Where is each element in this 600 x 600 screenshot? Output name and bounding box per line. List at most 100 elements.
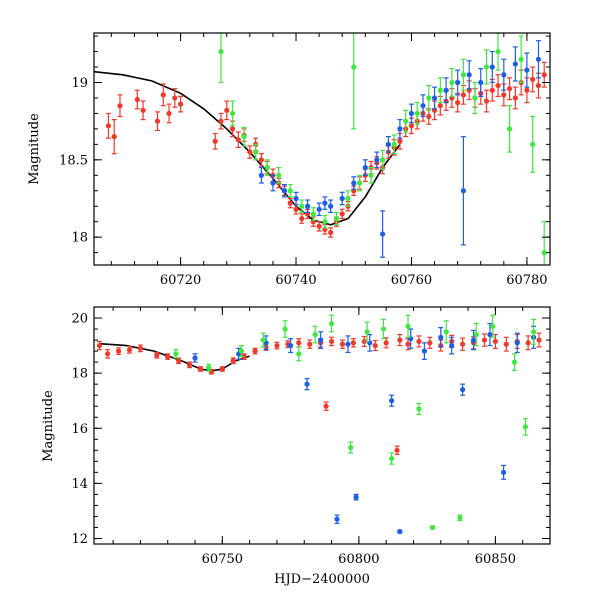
bottom-point <box>287 338 294 354</box>
top-point <box>299 199 305 214</box>
bottom-point <box>115 347 122 355</box>
top-point <box>345 190 351 207</box>
top-x-tick-label: 60760 <box>391 273 432 288</box>
top-marker <box>489 87 495 93</box>
top-point <box>154 111 161 132</box>
top-point <box>117 94 123 118</box>
bottom-point <box>457 514 463 522</box>
bottom-point <box>416 402 422 416</box>
top-marker <box>501 72 507 78</box>
top-point <box>140 100 146 121</box>
top-marker <box>489 64 495 70</box>
top-point <box>247 145 253 159</box>
bottom-marker <box>154 352 160 358</box>
top-point <box>518 35 524 84</box>
bottom-y-tick-label: 18 <box>71 367 88 382</box>
bottom-point <box>421 342 427 360</box>
bottom-point <box>514 332 520 354</box>
top-marker <box>524 67 530 73</box>
top-point <box>449 67 455 98</box>
top-point <box>524 52 530 88</box>
bottom-marker <box>115 348 122 354</box>
top-marker <box>281 188 288 194</box>
top-marker <box>385 141 391 147</box>
top-marker <box>455 79 461 86</box>
bottom-point <box>429 524 436 531</box>
top-point <box>443 77 449 104</box>
bottom-point <box>490 314 496 338</box>
top-point <box>512 86 518 110</box>
bottom-marker <box>296 340 302 346</box>
bottom-marker <box>397 528 403 535</box>
bottom-marker <box>219 366 225 372</box>
bottom-marker <box>416 338 422 345</box>
top-point <box>322 214 328 229</box>
bottom-marker <box>197 366 204 372</box>
top-point <box>385 136 391 153</box>
bottom-marker <box>296 351 302 357</box>
bottom-marker <box>503 341 509 347</box>
bottom-marker <box>173 351 179 357</box>
bottom-point <box>470 329 477 351</box>
bottom-point <box>460 337 466 351</box>
top-point <box>437 77 443 104</box>
top-point <box>455 69 461 96</box>
bottom-point <box>460 383 466 396</box>
top-point <box>460 58 467 91</box>
bottom-marker <box>394 447 400 453</box>
bottom-marker <box>405 341 411 347</box>
top-marker <box>472 95 478 101</box>
top-point <box>368 166 374 184</box>
bottom-marker <box>490 323 496 329</box>
bottom-marker <box>345 341 351 347</box>
bottom-point <box>473 322 479 347</box>
bottom-marker <box>304 381 310 387</box>
bottom-marker <box>241 354 247 360</box>
top-point <box>541 61 547 88</box>
top-marker <box>304 203 311 209</box>
top-point <box>339 208 345 220</box>
bottom-point <box>397 333 403 347</box>
top-marker <box>134 96 140 103</box>
bottom-point <box>348 441 354 454</box>
bottom-point <box>274 341 280 350</box>
top-point <box>351 33 357 130</box>
bottom-marker <box>186 362 193 368</box>
top-point <box>351 176 357 190</box>
top-point <box>258 153 264 167</box>
bottom-point <box>339 339 346 349</box>
top-marker <box>322 200 328 206</box>
bottom-point <box>443 320 449 344</box>
bottom-marker <box>397 337 403 343</box>
top-marker <box>310 211 316 217</box>
bottom-marker <box>481 337 488 343</box>
bottom-marker <box>339 341 346 347</box>
top-marker <box>478 79 484 86</box>
bottom-point <box>126 345 133 354</box>
top-point <box>270 174 276 192</box>
top-point <box>362 159 368 176</box>
bottom-ticks: 60750 60800 60850 12 14 16 18 20 <box>71 306 551 567</box>
bottom-point <box>307 339 313 349</box>
top-point <box>414 101 420 125</box>
top-marker <box>426 95 432 101</box>
bottom-marker <box>473 331 479 338</box>
bottom-point <box>500 464 507 480</box>
top-marker <box>437 87 443 93</box>
top-marker <box>276 172 282 178</box>
bottom-point <box>197 366 204 372</box>
bottom-curve-layer <box>96 314 542 535</box>
bottom-point <box>186 361 193 369</box>
top-marker <box>403 118 409 124</box>
top-point <box>495 33 501 71</box>
top-marker <box>397 126 403 132</box>
top-marker <box>391 141 397 147</box>
top-marker <box>420 103 426 109</box>
bottom-point <box>241 353 247 360</box>
top-point <box>455 92 461 113</box>
top-marker <box>258 172 264 178</box>
top-marker <box>374 157 380 163</box>
top-marker <box>397 138 403 144</box>
bottom-marker <box>514 340 520 346</box>
top-point <box>304 199 311 214</box>
